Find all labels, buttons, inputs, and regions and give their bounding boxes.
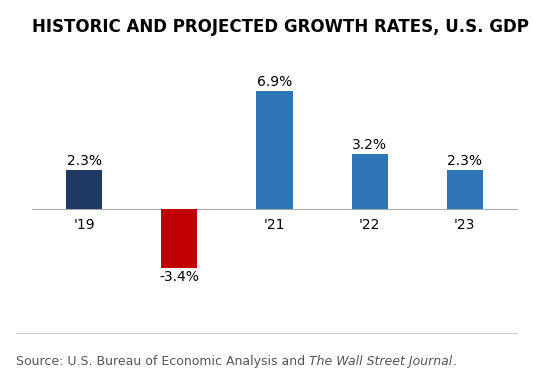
Bar — [447, 170, 483, 210]
Bar — [161, 210, 197, 268]
Text: .: . — [453, 355, 456, 368]
Text: 3.2%: 3.2% — [352, 138, 387, 152]
Text: Source: U.S. Bureau of Economic Analysis and: Source: U.S. Bureau of Economic Analysis… — [16, 355, 309, 368]
Bar — [256, 91, 293, 210]
Text: 2.3%: 2.3% — [67, 154, 102, 168]
Text: HISTORIC AND PROJECTED GROWTH RATES, U.S. GDP: HISTORIC AND PROJECTED GROWTH RATES, U.S… — [32, 18, 529, 36]
Text: The Wall Street Journal: The Wall Street Journal — [309, 355, 453, 368]
Text: 6.9%: 6.9% — [257, 75, 292, 88]
Bar — [66, 170, 102, 210]
Text: -3.4%: -3.4% — [159, 270, 199, 284]
Text: 2.3%: 2.3% — [447, 154, 482, 168]
Bar — [352, 154, 387, 210]
